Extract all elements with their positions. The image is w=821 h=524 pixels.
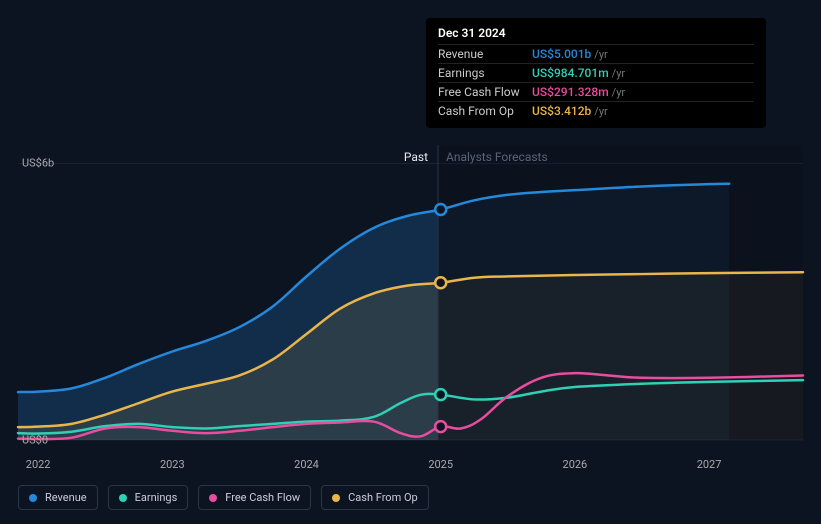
y-tick-label: US$0 <box>22 434 48 447</box>
tooltip-row-label: Cash From Op <box>438 104 532 118</box>
x-tick-label: 2027 <box>697 458 722 471</box>
x-tick-label: 2024 <box>294 458 319 471</box>
marker-cash_from_op <box>435 277 446 288</box>
legend-item-revenue[interactable]: Revenue <box>18 485 98 510</box>
legend-label: Free Cash Flow <box>225 491 300 504</box>
region-label-forecast: Analysts Forecasts <box>446 150 548 164</box>
legend-label: Earnings <box>135 491 178 504</box>
legend-dot-icon <box>119 494 127 502</box>
legend-dot-icon <box>332 494 340 502</box>
financials-chart: Dec 31 2024 RevenueUS$5.001b/yrEarningsU… <box>0 0 821 524</box>
chart-tooltip: Dec 31 2024 RevenueUS$5.001b/yrEarningsU… <box>426 18 766 128</box>
tooltip-row-unit: /yr <box>612 86 625 99</box>
legend-item-earnings[interactable]: Earnings <box>108 485 189 510</box>
legend-label: Cash From Op <box>348 491 418 504</box>
marker-fcf <box>435 421 446 432</box>
legend-dot-icon <box>29 494 37 502</box>
tooltip-row-value: US$3.412b <box>532 104 591 118</box>
legend-item-cash_from_op[interactable]: Cash From Op <box>321 485 429 510</box>
tooltip-date: Dec 31 2024 <box>438 26 754 44</box>
legend-item-fcf[interactable]: Free Cash Flow <box>198 485 311 510</box>
tooltip-row: Free Cash FlowUS$291.328m/yr <box>438 82 754 101</box>
chart-legend: Revenue Earnings Free Cash Flow Cash From O… <box>18 485 429 510</box>
region-label-past: Past <box>404 150 428 164</box>
tooltip-row-value: US$984.701m <box>532 66 609 80</box>
tooltip-row-unit: /yr <box>594 105 607 118</box>
legend-dot-icon <box>209 494 217 502</box>
tooltip-row: EarningsUS$984.701m/yr <box>438 63 754 82</box>
tooltip-row-value: US$291.328m <box>532 85 609 99</box>
x-tick-label: 2023 <box>160 458 185 471</box>
marker-earnings <box>435 389 446 400</box>
marker-revenue <box>435 204 446 215</box>
y-tick-label: US$6b <box>22 157 54 170</box>
tooltip-row-value: US$5.001b <box>532 47 591 61</box>
tooltip-row-unit: /yr <box>594 48 607 61</box>
tooltip-row: RevenueUS$5.001b/yr <box>438 44 754 63</box>
tooltip-row-label: Earnings <box>438 66 532 80</box>
tooltip-row-unit: /yr <box>612 67 625 80</box>
x-tick-label: 2025 <box>428 458 453 471</box>
tooltip-row-label: Free Cash Flow <box>438 85 532 99</box>
legend-label: Revenue <box>45 491 87 504</box>
x-tick-label: 2026 <box>563 458 588 471</box>
x-tick-label: 2022 <box>26 458 51 471</box>
tooltip-row: Cash From OpUS$3.412b/yr <box>438 101 754 120</box>
tooltip-row-label: Revenue <box>438 47 532 61</box>
